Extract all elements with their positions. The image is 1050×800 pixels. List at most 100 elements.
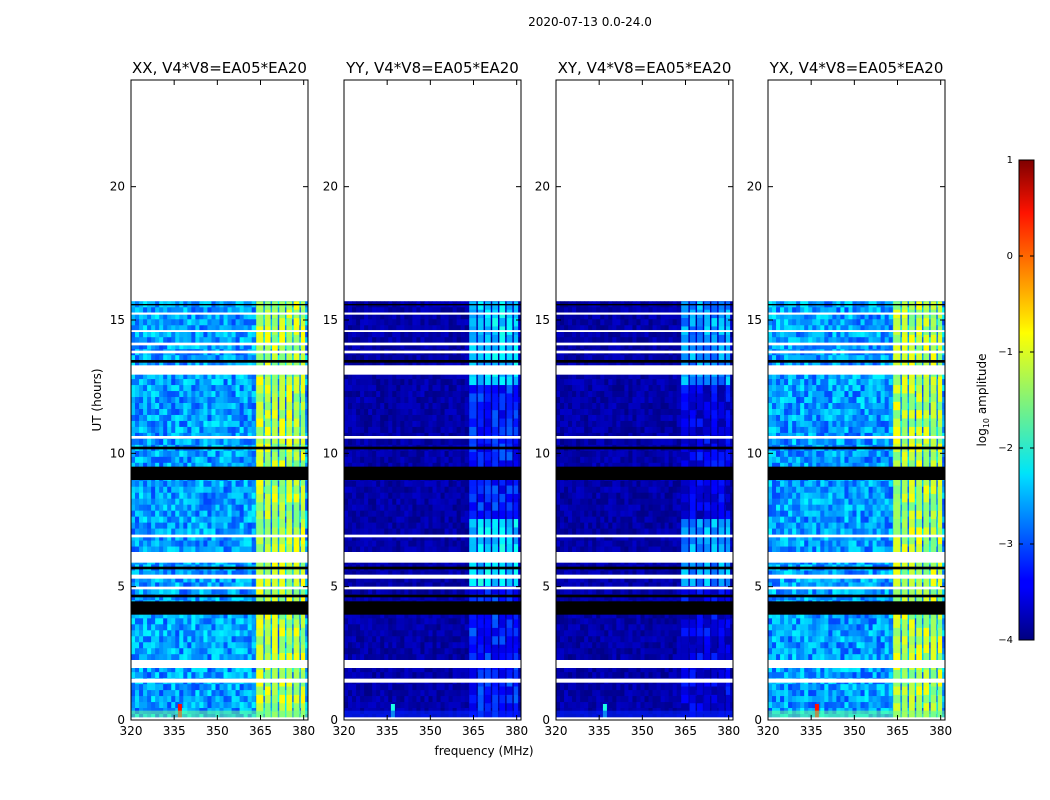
band-cell <box>286 653 293 662</box>
band-cell <box>916 619 922 629</box>
band-cell <box>264 318 271 327</box>
band-cell <box>711 619 718 629</box>
flag-stripes <box>768 304 945 720</box>
band-cell <box>711 502 718 511</box>
band-cell <box>697 485 703 495</box>
band-cell <box>256 535 264 545</box>
band-cell <box>689 544 696 553</box>
band-cell <box>718 669 725 679</box>
band-cell <box>477 385 484 394</box>
band-cell <box>681 477 689 486</box>
band-cell <box>264 636 271 645</box>
band-cell <box>286 334 293 344</box>
band-cell <box>697 376 703 386</box>
band-cell <box>506 418 513 428</box>
band-cell <box>272 619 278 629</box>
band-cell <box>711 426 718 436</box>
band-cell <box>469 686 477 696</box>
band-cell <box>272 535 278 545</box>
band-cell <box>725 385 731 394</box>
band-cell <box>279 627 285 637</box>
band-cell <box>279 644 285 654</box>
band-cell <box>893 653 901 662</box>
band-cell <box>506 435 513 444</box>
band-cell <box>937 644 943 654</box>
band-cell <box>506 586 513 595</box>
panel-title: YX, V4*V8=EA05*EA20 <box>769 59 944 77</box>
band-cell <box>704 410 710 419</box>
panel-xy: XY, V4*V8=EA05*EA20 320 335 350 365 380 0 5 10 15… <box>535 59 740 738</box>
band-cell <box>916 393 922 403</box>
band-cell <box>718 418 725 428</box>
band-cell <box>697 460 703 470</box>
band-cell <box>930 519 937 528</box>
band-cell <box>725 435 731 444</box>
band-cell <box>697 527 703 537</box>
band-cell <box>256 644 264 654</box>
band-cell <box>718 452 725 461</box>
band-cell <box>300 477 306 486</box>
band-cell <box>264 401 271 411</box>
band-cell <box>477 669 484 679</box>
band-cell <box>279 301 285 310</box>
band-cell <box>492 418 498 428</box>
band-cell <box>485 519 491 528</box>
band-cell <box>469 502 477 511</box>
band-cell <box>909 376 915 386</box>
band-cell <box>909 544 915 553</box>
band-cell <box>718 519 725 528</box>
band-cell <box>937 544 943 553</box>
band-cell <box>718 477 725 486</box>
band-cell <box>256 485 264 495</box>
band-cell <box>492 527 498 537</box>
band-cell <box>256 452 264 461</box>
band-cell <box>689 577 696 587</box>
band-cell <box>893 385 901 394</box>
band-cell <box>300 510 306 520</box>
band-cell <box>901 485 908 495</box>
colorbar-tick-label: −2 <box>998 443 1013 454</box>
band-cell <box>901 334 908 344</box>
band-cell <box>916 544 922 553</box>
band-cell <box>689 477 696 486</box>
band-cell <box>286 410 293 419</box>
band-cell <box>689 393 696 403</box>
band-cell <box>300 577 306 587</box>
band-cell <box>293 694 300 704</box>
band-cell <box>681 627 689 637</box>
band-cell <box>711 686 718 696</box>
band-cell <box>718 627 725 637</box>
flagged-stripe <box>768 678 945 683</box>
band-cell <box>477 493 484 503</box>
band-cell <box>506 527 513 537</box>
band-cell <box>930 385 937 394</box>
band-cell <box>718 376 725 386</box>
band-cell <box>916 359 922 369</box>
band-cell <box>893 477 901 486</box>
x-tick-label: 320 <box>333 724 356 738</box>
band-cell <box>689 452 696 461</box>
flag-stripes <box>344 304 521 720</box>
band-cell <box>689 351 696 361</box>
band-cell <box>689 611 696 620</box>
band-cell <box>725 703 731 712</box>
band-cell <box>704 460 710 470</box>
band-cell <box>704 611 710 620</box>
band-cell <box>264 686 271 696</box>
band-cell <box>513 619 519 629</box>
band-cell <box>704 401 710 411</box>
band-cell <box>286 686 293 696</box>
band-cell <box>469 401 477 411</box>
band-cell <box>916 418 922 428</box>
band-cell <box>272 694 278 704</box>
band-cell <box>506 669 513 679</box>
band-cell <box>272 426 278 436</box>
band-cell <box>272 343 278 352</box>
band-cell <box>930 401 937 411</box>
band-cell <box>930 502 937 511</box>
band-cell <box>725 393 731 403</box>
band-cell <box>893 359 901 369</box>
panel-title: XY, V4*V8=EA05*EA20 <box>558 59 732 77</box>
band-cell <box>300 653 306 662</box>
band-cell <box>286 401 293 411</box>
